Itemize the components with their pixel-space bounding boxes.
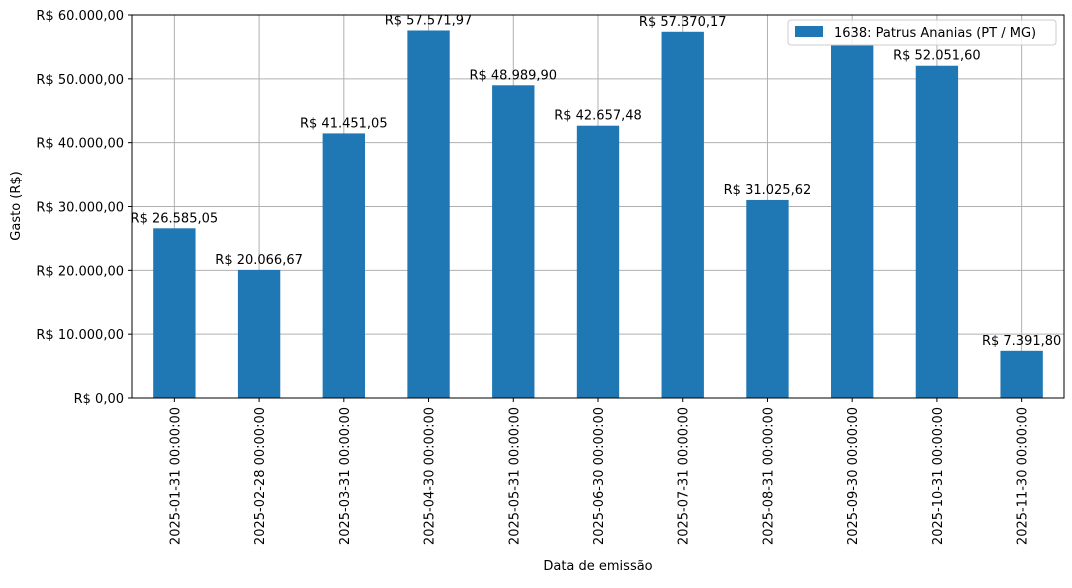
bar-value-label: R$ 52.051,60 [893,49,981,64]
x-tick-label: 2025-05-31 00:00:00 [507,407,522,545]
legend-swatch [795,26,823,37]
bar-value-label: R$ 20.066,67 [215,253,303,268]
bar [661,31,704,399]
bar-value-label: R$ 41.451,05 [300,116,388,131]
data-labels: R$ 26.585,05 R$ 20.066,67 R$ 41.451,05 R$ 5… [131,13,1062,348]
bar [237,269,281,398]
x-tick-label: 2025-07-31 00:00:00 [677,407,692,545]
x-tick-label: 2025-02-28 00:00:00 [253,407,268,545]
bar [746,199,789,398]
bar-value-label: R$ 26.585,05 [131,211,219,226]
x-tick-label: 2025-10-31 00:00:00 [931,407,946,545]
legend-entry-label: 1638: Patrus Ananias (PT / MG) [834,26,1036,41]
bar [576,125,620,398]
x-tick-label: 2025-06-30 00:00:00 [592,407,607,545]
bar-value-label: R$ 57.571,97 [385,13,473,28]
x-tick-label: 2025-03-31 00:00:00 [338,407,353,545]
legend: 1638: Patrus Ananias (PT / MG) [787,19,1057,46]
x-tick-label: 2025-04-30 00:00:00 [423,407,438,545]
bar [492,85,535,399]
x-tick-label: 2025-09-30 00:00:00 [846,407,861,545]
x-axis-ticks: 2025-01-31 00:00:00 2025-02-28 00:00:00 20… [168,398,1031,545]
bar [915,65,959,398]
y-tick-label: R$ 60.000,00 [36,9,124,24]
y-tick-label: R$ 30.000,00 [36,201,124,216]
bar-value-label: R$ 31.025,62 [724,183,812,198]
bar-value-label: R$ 57.370,17 [639,15,727,30]
bar [1000,350,1043,398]
bars [153,30,1043,399]
x-tick-label: 2025-01-31 00:00:00 [168,407,183,545]
x-tick-label: 2025-08-31 00:00:00 [761,407,776,545]
bar [407,30,450,398]
bar-value-label: R$ 48.989,90 [469,68,557,83]
x-tick-label: 2025-11-30 00:00:00 [1016,407,1031,545]
bar [322,133,365,399]
bar [831,45,874,398]
y-tick-label: R$ 50.000,00 [36,73,124,88]
y-tick-label: R$ 40.000,00 [36,137,124,152]
bar-value-label: R$ 42.657,48 [554,109,642,124]
y-axis-ticks: R$ 0,00 R$ 10.000,00 R$ 20.000,00 R$ 30.000… [36,9,132,407]
legend-box [787,19,1057,46]
y-tick-label: R$ 10.000,00 [36,328,124,343]
y-axis-label: Gasto (R$) [9,171,24,240]
bar-value-label: R$ 7.391,80 [982,334,1061,349]
y-tick-label: R$ 0,00 [74,392,124,407]
bar [153,228,196,398]
y-tick-label: R$ 20.000,00 [36,264,124,279]
x-axis-label: Data de emissão [543,559,652,574]
